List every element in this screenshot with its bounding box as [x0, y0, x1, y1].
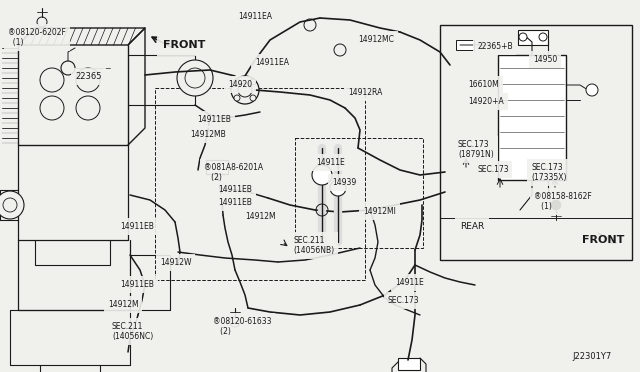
Text: 14912M: 14912M: [108, 300, 139, 309]
Circle shape: [304, 19, 316, 31]
Text: SEC.173
(18791N): SEC.173 (18791N): [458, 140, 493, 159]
Text: SEC.173: SEC.173: [388, 296, 420, 305]
Text: 14939: 14939: [332, 178, 356, 187]
Circle shape: [40, 96, 64, 120]
Circle shape: [230, 317, 240, 327]
Text: 14912MB: 14912MB: [190, 130, 226, 139]
Circle shape: [234, 79, 240, 85]
Text: REAR: REAR: [460, 222, 484, 231]
Circle shape: [312, 165, 332, 185]
Text: SEC.211
(14056NC): SEC.211 (14056NC): [112, 322, 153, 341]
Text: 14911EB: 14911EB: [120, 280, 154, 289]
Text: J22301Y7: J22301Y7: [572, 352, 611, 361]
Circle shape: [61, 61, 75, 75]
Bar: [456, 40, 474, 50]
Text: 22365: 22365: [75, 72, 102, 81]
Text: ®08158-8162F
   (1): ®08158-8162F (1): [534, 192, 592, 211]
Text: FRONT: FRONT: [163, 40, 205, 50]
Circle shape: [177, 60, 213, 96]
Text: 22365+B: 22365+B: [477, 42, 513, 51]
Circle shape: [76, 96, 100, 120]
Circle shape: [40, 68, 64, 92]
Text: 14911EA: 14911EA: [255, 58, 289, 67]
Text: ®08120-61633
   (2): ®08120-61633 (2): [213, 317, 271, 336]
Bar: [155, 88, 365, 280]
Text: 14912MC: 14912MC: [358, 35, 394, 44]
Bar: [518, 30, 548, 45]
Text: SEC.211
(14056NB): SEC.211 (14056NB): [293, 236, 334, 256]
Circle shape: [334, 44, 346, 56]
Circle shape: [250, 95, 256, 101]
Circle shape: [539, 33, 547, 41]
Text: ®08120-6202F
  (1): ®08120-6202F (1): [8, 28, 66, 47]
Text: 14911E: 14911E: [395, 278, 424, 287]
Text: 14912MI: 14912MI: [363, 207, 396, 216]
Text: FRONT: FRONT: [582, 235, 625, 245]
Text: 14920: 14920: [228, 80, 252, 89]
Bar: [498, 55, 566, 180]
Text: 14911EB: 14911EB: [197, 115, 231, 124]
Text: 14920+A: 14920+A: [468, 97, 504, 106]
Text: 14912M: 14912M: [245, 212, 276, 221]
Circle shape: [250, 79, 256, 85]
Circle shape: [76, 68, 100, 92]
Circle shape: [0, 191, 24, 219]
Text: SEC.173
(17335X): SEC.173 (17335X): [531, 163, 566, 182]
Circle shape: [330, 180, 346, 196]
Text: 14912RA: 14912RA: [348, 88, 382, 97]
Text: 16610M: 16610M: [468, 80, 499, 89]
Text: 14911EB: 14911EB: [218, 185, 252, 194]
Text: SEC.173: SEC.173: [477, 165, 509, 174]
Text: 14950: 14950: [533, 55, 557, 64]
Circle shape: [231, 76, 259, 104]
Circle shape: [551, 200, 561, 210]
Bar: [206, 160, 228, 174]
Text: 14912W: 14912W: [160, 258, 191, 267]
Circle shape: [37, 17, 47, 27]
Text: 14911EB: 14911EB: [218, 198, 252, 207]
Text: 14911EA: 14911EA: [238, 12, 272, 21]
Circle shape: [205, 164, 211, 170]
Text: ®081A8-6201A
   (2): ®081A8-6201A (2): [204, 163, 263, 182]
Text: 14911EB: 14911EB: [120, 222, 154, 231]
Text: 14911E: 14911E: [316, 158, 345, 167]
Circle shape: [234, 95, 240, 101]
Bar: [398, 358, 420, 370]
Circle shape: [519, 33, 527, 41]
Circle shape: [586, 84, 598, 96]
Bar: [440, 25, 632, 260]
Bar: [295, 138, 423, 248]
